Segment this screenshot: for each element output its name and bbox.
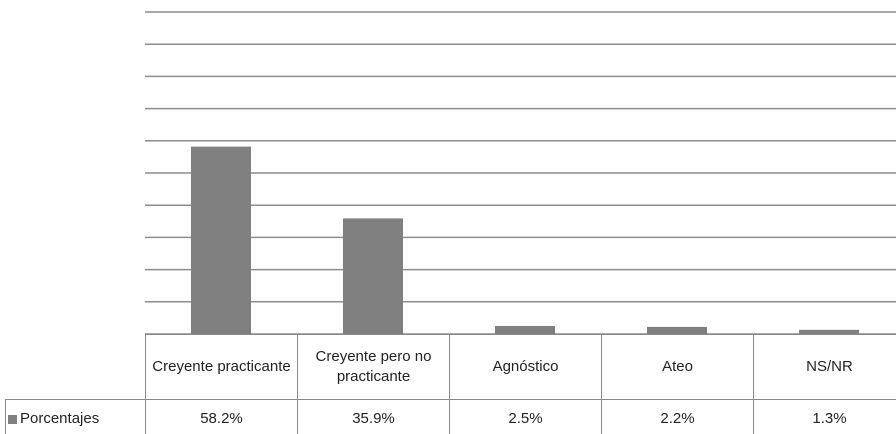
legend-swatch bbox=[8, 414, 17, 424]
value-label: 2.2% bbox=[601, 399, 754, 434]
category-cell: Creyente practicante bbox=[145, 334, 298, 400]
legend-cell: Porcentajes bbox=[5, 399, 146, 434]
bar bbox=[191, 146, 251, 334]
bar bbox=[495, 325, 555, 334]
category-cell: Creyente pero no practicante bbox=[297, 334, 450, 400]
value-label: 58.2% bbox=[145, 399, 298, 434]
legend-label: Porcentajes bbox=[20, 410, 100, 427]
category-cell: Ateo bbox=[601, 334, 754, 400]
category-cell: NS/NR bbox=[753, 334, 896, 400]
category-cell: Agnóstico bbox=[449, 334, 602, 400]
value-label: 1.3% bbox=[753, 399, 896, 434]
bar bbox=[647, 326, 707, 334]
bar bbox=[799, 329, 859, 334]
bar bbox=[343, 218, 403, 334]
value-label: 35.9% bbox=[297, 399, 450, 434]
value-label: 2.5% bbox=[449, 399, 602, 434]
